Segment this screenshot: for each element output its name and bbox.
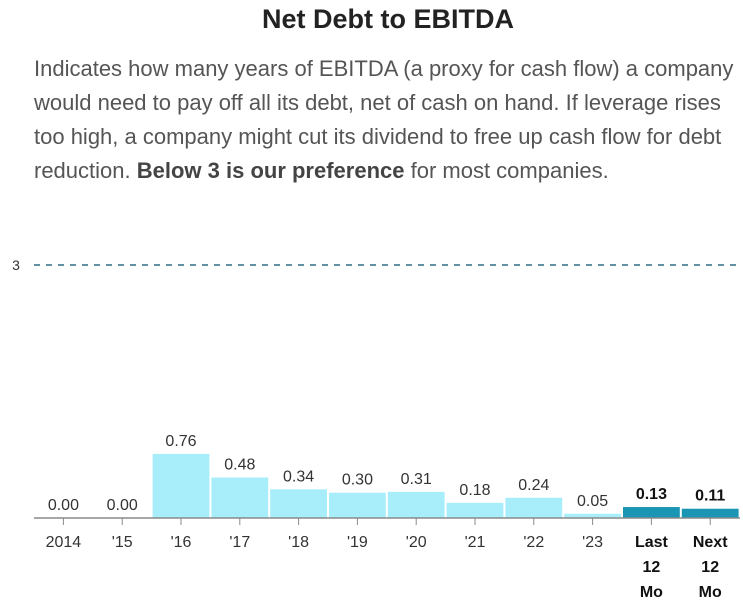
x-tick-label: '20 [406,534,427,551]
bar [211,477,269,518]
x-tick-label: Next 12 Mo [693,534,728,601]
bar [505,497,563,518]
x-tick-label: '18 [288,534,309,551]
x-tick-label: 2014 [46,534,82,551]
data-label: 0.11 [695,488,725,505]
chart-title: Net Debt to EBITDA [262,4,514,34]
data-label: 0.13 [636,486,667,503]
data-label: 0.00 [107,497,138,514]
data-label: 0.24 [518,477,549,494]
description-text-end: for most companies. [404,158,609,183]
x-tick-label: '23 [582,534,603,551]
bar [329,492,386,518]
bar [564,513,621,518]
bar [152,453,210,518]
chart-description: Indicates how many years of EBITDA (a pr… [34,52,734,188]
reference-line-label: 3 [12,257,20,273]
bar [681,508,739,518]
data-label: 0.00 [48,497,79,514]
x-tick-label: '16 [171,534,192,551]
bar [270,489,327,518]
data-label: 0.34 [283,468,314,485]
x-tick-label: '15 [112,534,133,551]
x-tick-label: '22 [523,534,544,551]
description-text: Indicates how many years of EBITDA (a pr… [34,56,734,183]
x-tick-label: '17 [229,534,250,551]
bar [446,502,504,518]
data-label: 0.30 [342,472,373,489]
data-label: 0.48 [224,457,255,474]
data-label: 0.31 [401,471,432,488]
data-label: 0.76 [165,433,196,450]
x-tick-label: '19 [347,534,368,551]
x-tick-label: '21 [465,534,486,551]
bar [387,491,445,518]
data-label: 0.18 [459,482,490,499]
data-label: 0.05 [577,493,608,510]
x-tick-label: Last 12 Mo [635,534,669,601]
description-emphasis: Below 3 is our preference [136,158,405,183]
bar [623,507,680,518]
